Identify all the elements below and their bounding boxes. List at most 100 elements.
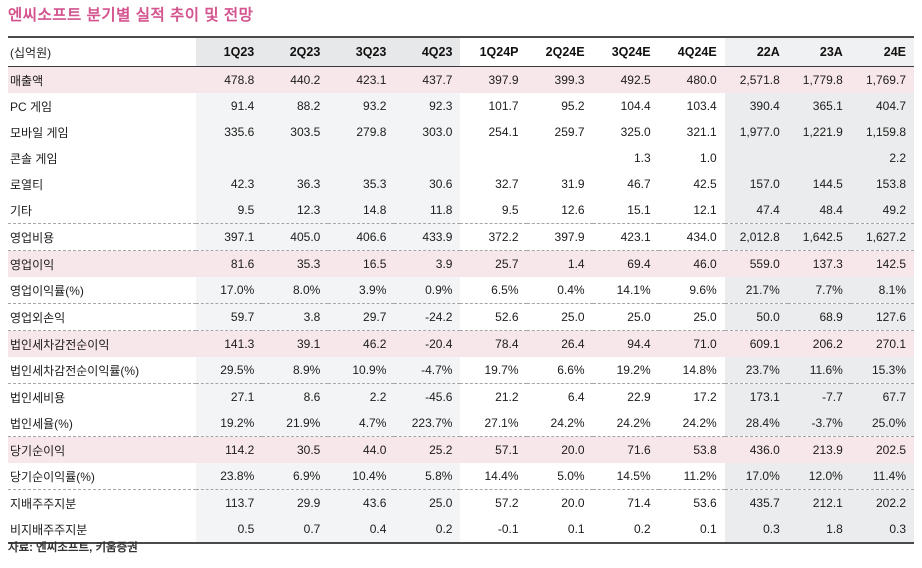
table-cell: 57.2 xyxy=(460,489,527,516)
table-cell: 11.6% xyxy=(787,357,851,384)
row-label: 매출액 xyxy=(8,66,197,93)
table-cell: 212.1 xyxy=(787,489,851,516)
table-cell: 44.0 xyxy=(328,436,395,463)
table-cell: 404.7 xyxy=(850,93,914,119)
table-cell: 25.7 xyxy=(460,250,527,277)
table-row: 비지배주주지분 0.5 0.7 0.4 0.2 -0.1 0.1 0.2 0.1 0.3 1.8 0.… xyxy=(8,516,914,543)
table-cell: -20.4 xyxy=(394,330,461,357)
table-cell: 423.1 xyxy=(592,223,659,251)
table-cell: 46.2 xyxy=(328,330,395,357)
table-row: 지배주주지분 113.7 29.9 43.6 25.0 57.2 20.0 71.4 53.6 4… xyxy=(8,489,914,516)
row-label: 영업이익률(%) xyxy=(8,277,197,304)
table-cell xyxy=(262,145,329,171)
table-cell: 202.2 xyxy=(850,489,914,516)
table-cell: 71.6 xyxy=(592,436,659,463)
table-cell: 2.2 xyxy=(850,145,914,171)
table-cell: 11.2% xyxy=(658,463,725,490)
table-cell: 5.8% xyxy=(394,463,461,490)
table-cell xyxy=(724,145,788,171)
table-cell: 127.6 xyxy=(850,303,914,331)
column-header-3Q24E: 3Q24E xyxy=(592,37,659,67)
table-cell: 101.7 xyxy=(460,93,527,119)
table-cell: 270.1 xyxy=(850,330,914,357)
table-cell xyxy=(460,145,527,171)
table-cell: 21.2 xyxy=(460,383,527,410)
table-cell: 15.1 xyxy=(592,197,659,224)
page-title: 엔씨소프트 분기별 실적 추이 및 전망 xyxy=(8,7,254,24)
row-label: 영업비용 xyxy=(8,223,197,251)
table-cell: 47.4 xyxy=(724,197,788,224)
table-cell: 30.6 xyxy=(394,171,461,197)
table-cell: 24.2% xyxy=(592,410,659,437)
table-cell xyxy=(526,145,593,171)
table-row: 당기순이익 114.2 30.5 44.0 25.2 57.1 20.0 71.6 53.8 43… xyxy=(8,436,914,463)
table-cell: 104.4 xyxy=(592,93,659,119)
table-row: 법인세비용 27.1 8.6 2.2 -45.6 21.2 6.4 22.9 17.2 173.1… xyxy=(8,383,914,410)
table-cell: 144.5 xyxy=(787,171,851,197)
table-cell: 0.5 xyxy=(196,516,263,543)
table-row: 영업이익률(%) 17.0% 8.0% 3.9% 0.9% 6.5% 0.4% 14.1% 9.… xyxy=(8,277,914,304)
table-cell: 254.1 xyxy=(460,119,527,145)
table-cell: 437.7 xyxy=(394,66,461,93)
table-cell: 1,769.7 xyxy=(850,66,914,93)
table-cell: 88.2 xyxy=(262,93,329,119)
table-cell: 25.0 xyxy=(658,303,725,331)
table-cell: 4.7% xyxy=(328,410,395,437)
table-cell: 14.5% xyxy=(592,463,659,490)
table-cell: 39.1 xyxy=(262,330,329,357)
table-cell: 19.2% xyxy=(196,410,263,437)
table-cell: 1.8 xyxy=(787,516,851,543)
table-cell: 206.2 xyxy=(787,330,851,357)
table-cell: -0.1 xyxy=(460,516,527,543)
table-cell: 21.7% xyxy=(724,277,788,304)
table-cell: 23.7% xyxy=(724,357,788,384)
row-label: 로열티 xyxy=(10,177,44,192)
table-cell: 24.2% xyxy=(526,410,593,437)
table-cell: 303.5 xyxy=(262,119,329,145)
table-cell: 43.6 xyxy=(328,489,395,516)
unit-label: (십억원) xyxy=(8,37,197,67)
table-cell: 279.8 xyxy=(328,119,395,145)
table-cell: 71.4 xyxy=(592,489,659,516)
table-cell: 9.5 xyxy=(196,197,263,224)
table-cell: 21.9% xyxy=(262,410,329,437)
table-cell: 14.4% xyxy=(460,463,527,490)
table-cell: 10.4% xyxy=(328,463,395,490)
table-cell: 12.6 xyxy=(526,197,593,224)
table-cell xyxy=(328,145,395,171)
table-cell: 94.4 xyxy=(592,330,659,357)
table-cell: 1,221.9 xyxy=(787,119,851,145)
column-header-24E: 24E xyxy=(850,37,914,67)
table-header-row: (십억원) 1Q23 2Q23 3Q23 4Q23 1Q24P 2Q24E 3Q24E 4Q2… xyxy=(8,37,914,67)
table-cell: 202.5 xyxy=(850,436,914,463)
table-cell: 29.9 xyxy=(262,489,329,516)
table-cell: 30.5 xyxy=(262,436,329,463)
table-cell: 27.1 xyxy=(196,383,263,410)
row-label: 콘솔 게임 xyxy=(10,151,58,166)
table-cell: 0.1 xyxy=(526,516,593,543)
table-cell: 1,977.0 xyxy=(724,119,788,145)
table-cell: 78.4 xyxy=(460,330,527,357)
table-cell: 26.4 xyxy=(526,330,593,357)
column-header-3Q23: 3Q23 xyxy=(328,37,395,67)
table-cell: 0.4 xyxy=(328,516,395,543)
table-cell: 1.0 xyxy=(658,145,725,171)
row-label: 법인세비용 xyxy=(10,390,66,405)
table-cell: 397.1 xyxy=(196,223,263,251)
row-label: 비지배주주지분 xyxy=(10,522,88,537)
column-header-1Q24P: 1Q24P xyxy=(460,37,527,67)
table-cell: 42.3 xyxy=(196,171,263,197)
table-cell: 8.1% xyxy=(850,277,914,304)
table-cell: 440.2 xyxy=(262,66,329,93)
table-cell: 50.0 xyxy=(724,303,788,331)
table-cell: 492.5 xyxy=(592,66,659,93)
table-cell: 0.2 xyxy=(394,516,461,543)
table-cell: 423.1 xyxy=(328,66,395,93)
table-cell: 35.3 xyxy=(262,250,329,277)
table-cell: 3.9 xyxy=(394,250,461,277)
table-row: 영업이익 81.6 35.3 16.5 3.9 25.7 1.4 69.4 46.0 559.0 1… xyxy=(8,250,914,277)
table-cell: -24.2 xyxy=(394,303,461,331)
table-cell: 53.8 xyxy=(658,436,725,463)
column-header-2Q23: 2Q23 xyxy=(262,37,329,67)
table-cell: 0.7 xyxy=(262,516,329,543)
